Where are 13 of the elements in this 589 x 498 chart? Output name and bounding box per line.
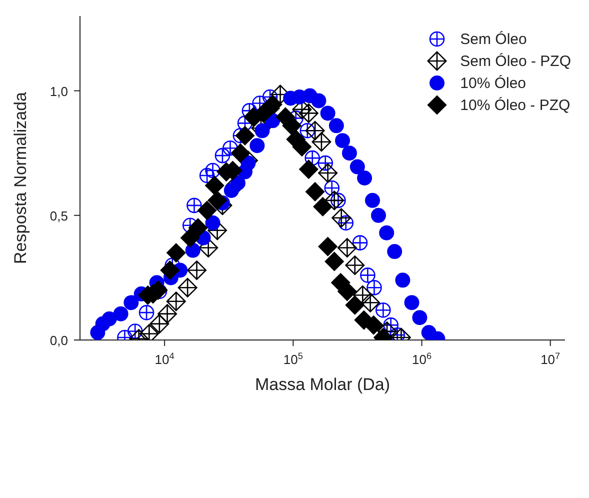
- legend-label: Sem Óleo: [460, 30, 527, 48]
- x-tick-label: 10$^{7}$: [540, 351, 560, 367]
- legend-label: Sem Óleo - PZQ: [460, 52, 571, 70]
- x-tick-label: 10$^{6}$: [412, 351, 432, 367]
- y-tick-label: 0,5: [50, 208, 68, 224]
- x-tick-label: 10$^{5}$: [283, 351, 303, 367]
- x-axis-title: Massa Molar (Da): [254, 375, 390, 394]
- y-tick-label: 0,0: [50, 333, 68, 348]
- legend-label: 10% Óleo: [460, 74, 526, 92]
- x-tick-label: 10$^{4}$: [154, 351, 174, 367]
- y-axis-title: Resposta Normalizada: [11, 91, 30, 264]
- y-tick-label: 1,0: [50, 84, 68, 99]
- legend-label: 10% Óleo - PZQ: [460, 96, 570, 114]
